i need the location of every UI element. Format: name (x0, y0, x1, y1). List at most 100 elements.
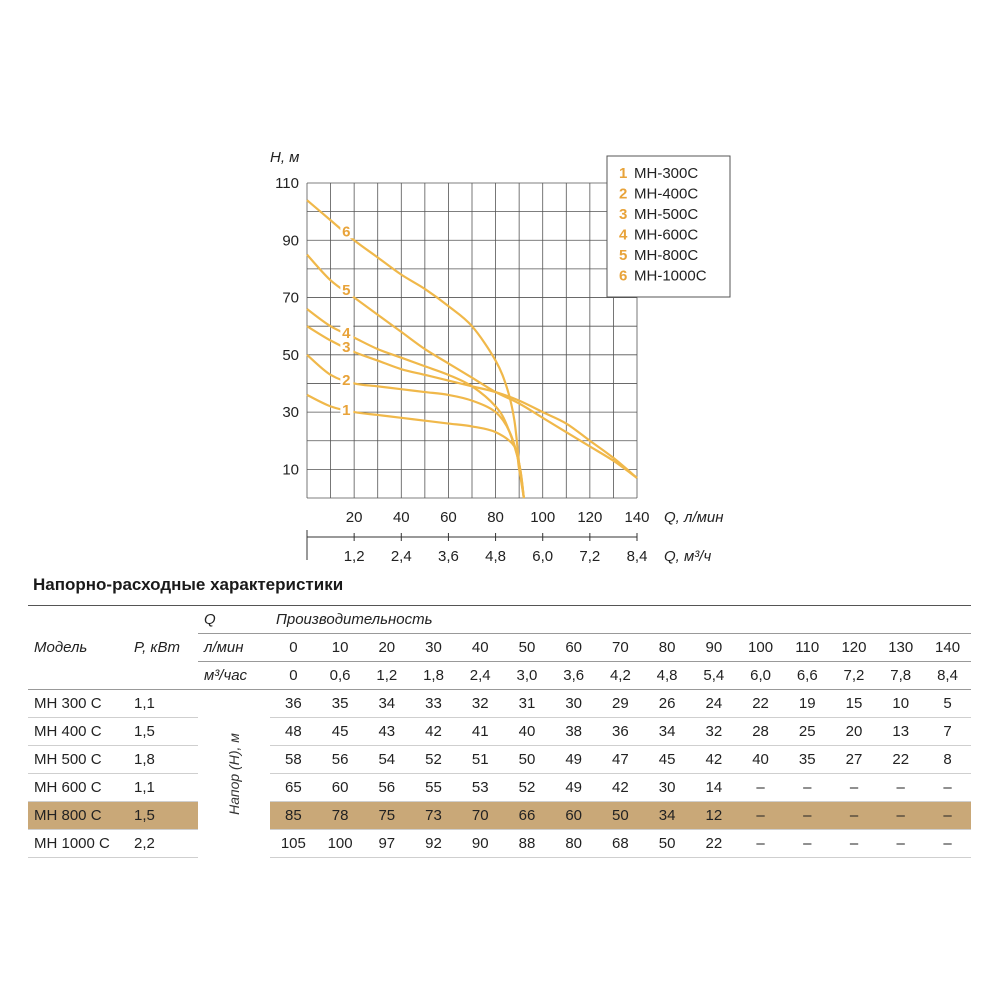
curve-marker-bg (340, 279, 354, 297)
x-tick-label: 120 (577, 509, 602, 526)
row-value: 50 (503, 745, 551, 774)
row-value: – (877, 773, 925, 802)
legend-entry-label: МН-400С (634, 186, 698, 203)
row-value: 32 (690, 717, 738, 746)
y-axis-label: H, м (270, 149, 299, 166)
row-value: 42 (410, 717, 457, 746)
legend-entry-label: МН-1000С (634, 268, 707, 285)
header-m3h-value: 7,8 (890, 667, 912, 684)
row-value: 58 (270, 745, 317, 774)
row-value: 88 (503, 829, 551, 858)
row-value: – (783, 829, 831, 858)
legend-entry-label: МН-500С (634, 206, 698, 223)
row-value: 80 (550, 829, 598, 858)
head-axis-label: Напор (H), м (226, 732, 242, 815)
row-value: – (924, 773, 971, 802)
header-lmin-value: 130 (877, 633, 925, 662)
legend-entry-label: МН-600С (634, 227, 698, 244)
row-value: 30 (550, 689, 598, 718)
row-value: 25 (783, 717, 831, 746)
row-value: 92 (410, 829, 457, 858)
row-value: 7 (924, 717, 971, 746)
header-m3h-value: 7,2 (843, 667, 865, 684)
x2-tick-label: 6,0 (532, 548, 553, 565)
x-tick-label: 80 (487, 509, 504, 526)
header-model: Модель (28, 605, 128, 690)
row-value: 27 (830, 745, 878, 774)
row-value: 42 (597, 773, 644, 802)
header-lmin-value: 140 (924, 633, 971, 662)
x2-axis-label: Q, м³/ч (664, 548, 711, 565)
header-m3h-value: 4,8 (656, 667, 678, 684)
chart-grid (306, 182, 638, 499)
curve-marker-6: 6 (342, 223, 350, 240)
row-value: 35 (316, 689, 364, 718)
y-tick-label: 50 (282, 347, 299, 364)
row-value: 56 (363, 773, 411, 802)
header-lmin-value: 30 (410, 633, 457, 662)
head-axis-label-cell: Напор (H), м (198, 689, 270, 858)
header-m3h-value: 4,2 (609, 667, 631, 684)
x2-tick-label: 2,4 (391, 548, 412, 565)
y-tick-label: 10 (282, 461, 299, 478)
legend-number: 3 (619, 206, 627, 223)
table-row: МН 500 С 1,8 58 56 54 52 51 50 49 47 45 42 40 35 27 22 8 (28, 745, 971, 774)
row-value: – (830, 801, 878, 830)
row-value: 38 (550, 717, 598, 746)
row-value: 30 (643, 773, 691, 802)
row-value: 97 (363, 829, 411, 858)
row-value: 100 (316, 829, 364, 858)
row-value: – (783, 801, 831, 830)
legend-number: 5 (619, 247, 627, 264)
legend-number: 2 (619, 186, 627, 203)
header-m3h-value: 6,6 (796, 667, 818, 684)
x2-tick-label: 8,4 (627, 548, 648, 565)
curve-marker-bg (340, 322, 354, 340)
header-m3h-value: 8,4 (937, 667, 958, 684)
performance-table: Модель P, кВт Q Производительность л/мин 0 10 2… (28, 605, 971, 858)
row-value: – (737, 829, 784, 858)
row-value: – (830, 773, 878, 802)
curve-marker-1: 1 (342, 402, 350, 419)
row-value: 47 (597, 745, 644, 774)
x2-tick-label: 4,8 (485, 548, 506, 565)
header-m3h-value: 3,6 (563, 667, 585, 684)
performance-table-wrap: Модель P, кВт Q Производительность л/мин 0 10 2… (28, 605, 971, 858)
row-value: 40 (737, 745, 784, 774)
legend-number: 6 (619, 268, 627, 285)
row-value: – (924, 801, 971, 830)
x2-tick-label: 3,6 (438, 548, 459, 565)
header-lmin-value: 70 (597, 633, 644, 662)
row-value: 51 (456, 745, 504, 774)
legend-number: 1 (619, 165, 627, 182)
header-m3h-value: 3,0 (516, 667, 538, 684)
curve-marker-bg (340, 337, 354, 355)
row-value: 70 (456, 801, 504, 830)
row-value: – (877, 829, 925, 858)
row-value: 24 (690, 689, 738, 718)
curve-marker-bg (340, 221, 354, 239)
curve-marker-bg (340, 370, 354, 388)
x-tick-label: 20 (346, 509, 363, 526)
row-value: 73 (410, 801, 457, 830)
header-lmin-value: 100 (737, 633, 784, 662)
header-m3h-value: 1,2 (376, 667, 398, 684)
row-model: МН 800 С (28, 801, 128, 830)
row-value: 5 (924, 689, 971, 718)
row-value: 36 (270, 689, 317, 718)
row-value: 40 (503, 717, 551, 746)
curve-marker-4: 4 (342, 325, 351, 342)
table-row: МН 600 С 1,1 65 60 56 55 53 52 49 42 30 14– – – – – (28, 773, 971, 802)
header-q-label: Q (198, 605, 270, 634)
header-power: P, кВт (128, 605, 198, 690)
legend-entry-label: МН-300С (634, 165, 698, 182)
row-power: 1,5 (128, 801, 198, 830)
row-model: МН 400 С (28, 717, 128, 746)
row-value: 50 (643, 829, 691, 858)
row-value: 42 (690, 745, 738, 774)
header-lmin-value: 110 (783, 633, 831, 662)
table-row: МН 1000 С 2,2 105 100 97 92 90 88 80 68 50 22– – – – – (28, 829, 971, 858)
row-value: 49 (550, 773, 598, 802)
row-value: 34 (363, 689, 411, 718)
legend-entry-label: МН-800С (634, 247, 698, 264)
